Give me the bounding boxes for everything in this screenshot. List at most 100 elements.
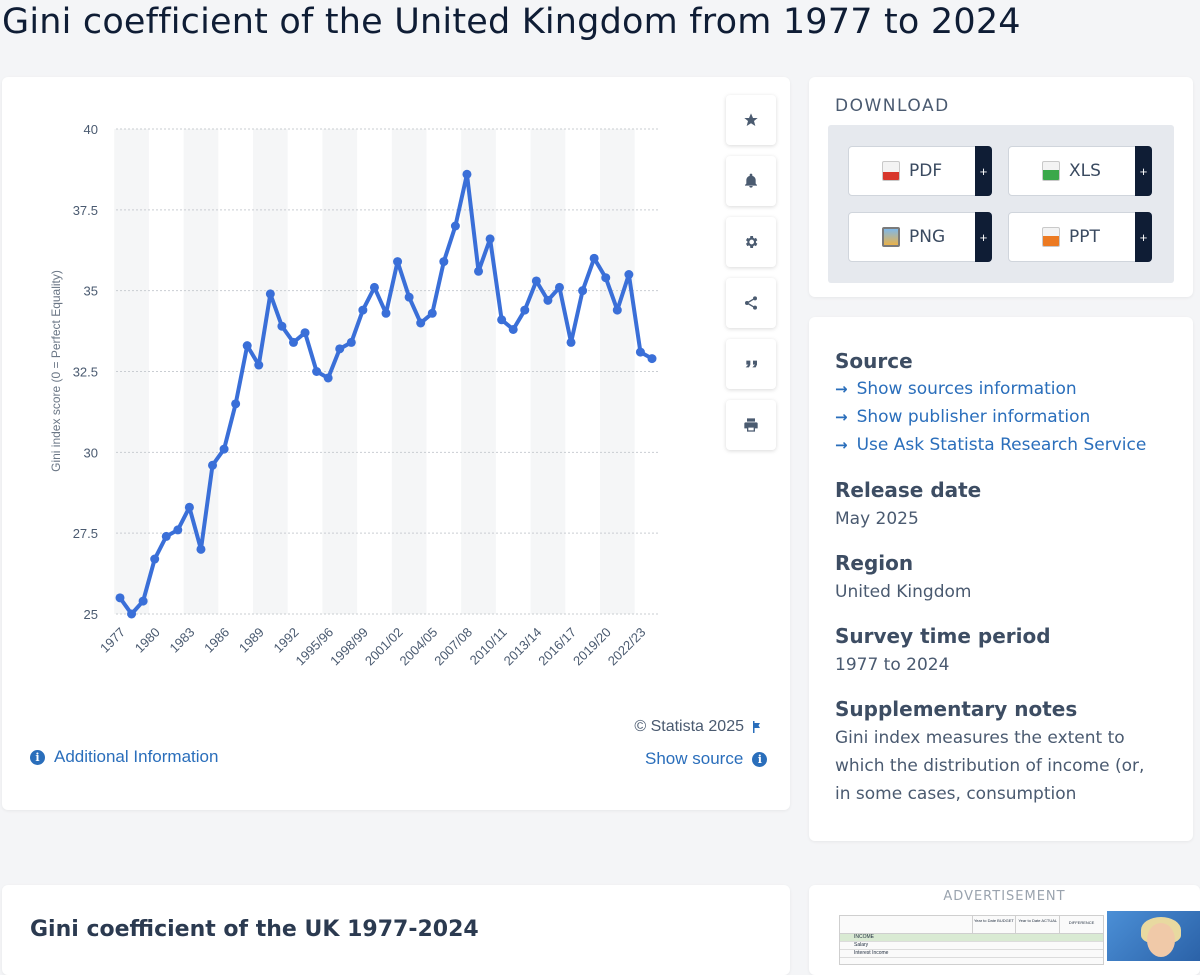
additional-information-label: Additional Information <box>54 747 219 766</box>
data-point <box>647 354 657 364</box>
data-point <box>439 257 449 267</box>
print-icon <box>744 418 758 432</box>
show-sources-link[interactable]: → Show sources information <box>835 379 1077 399</box>
data-point <box>612 305 622 315</box>
data-point <box>127 609 137 619</box>
ad-sheet-header: Year to Date ACTUAL <box>1015 916 1059 933</box>
x-tick-label: 1995/96 <box>292 625 336 669</box>
show-sources-label: Show sources information <box>856 379 1077 399</box>
release-date-value: May 2025 <box>835 509 919 529</box>
ppt-label: PPT <box>1069 227 1100 247</box>
data-point <box>312 367 322 376</box>
x-tick-label: 1977 <box>97 625 128 656</box>
ad-sheet-row: INCOME <box>840 934 1103 942</box>
y-tick-label: 30 <box>84 445 98 460</box>
share-button[interactable] <box>726 278 776 328</box>
png-label: PNG <box>909 227 946 247</box>
data-point <box>635 347 645 357</box>
download-xls-button[interactable]: XLS + <box>1008 146 1152 196</box>
info-icon: i <box>752 751 768 767</box>
cite-button[interactable] <box>726 339 776 389</box>
x-tick-label: 1980 <box>132 625 163 656</box>
settings-button[interactable] <box>726 217 776 267</box>
data-point <box>208 460 218 470</box>
download-options: PDF + XLS + PNG + PPT + <box>828 125 1174 283</box>
source-heading: Source <box>835 349 913 373</box>
statistic-description-card: Gini coefficient of the UK 1977-2024 <box>2 885 790 975</box>
x-tick-label: 1989 <box>236 625 267 656</box>
xls-plus[interactable]: + <box>1135 146 1152 196</box>
data-point <box>543 295 553 305</box>
additional-information-link[interactable]: i Additional Information <box>30 747 218 767</box>
show-publisher-label: Show publisher information <box>856 407 1091 427</box>
data-point <box>138 596 148 606</box>
data-point <box>566 337 576 347</box>
x-tick-label: 2016/17 <box>535 625 579 669</box>
data-point <box>508 324 518 334</box>
y-axis-label: Gini index score (0 = Perfect Equality) <box>49 270 63 472</box>
data-point <box>161 531 171 541</box>
x-tick-label: 2007/08 <box>431 625 475 669</box>
release-date-heading: Release date <box>835 478 982 502</box>
pdf-label: PDF <box>909 161 943 181</box>
data-point <box>242 341 252 351</box>
data-point <box>346 337 356 347</box>
data-point <box>115 593 125 603</box>
x-tick-label: 2019/20 <box>570 625 614 669</box>
ad-photo-face <box>1147 923 1175 957</box>
data-point <box>624 270 634 279</box>
print-button[interactable] <box>726 400 776 450</box>
flag-icon[interactable] <box>752 721 762 733</box>
download-ppt-button[interactable]: PPT + <box>1008 212 1152 262</box>
x-tick-label: 2004/05 <box>397 625 441 669</box>
x-tick-label: 2022/23 <box>605 625 649 669</box>
y-tick-label: 32.5 <box>73 365 98 380</box>
chart-band <box>322 129 358 614</box>
ad-sheet-cell: INCOME <box>854 934 874 940</box>
supplementary-notes-heading: Supplementary notes <box>835 697 1078 721</box>
ad-sheet-header: Year to Date BUDGET <box>971 916 1016 933</box>
ppt-plus[interactable]: + <box>1135 212 1152 262</box>
download-title: DOWNLOAD <box>835 96 950 116</box>
star-icon <box>744 113 758 126</box>
show-publisher-link[interactable]: → Show publisher information <box>835 407 1090 427</box>
data-point <box>404 292 414 302</box>
source-panel: Source → Show sources information → Show… <box>809 317 1193 841</box>
survey-period-value: 1977 to 2024 <box>835 655 950 675</box>
download-png-button[interactable]: PNG + <box>848 212 992 262</box>
statistic-title: Gini coefficient of the UK 1977-2024 <box>30 917 479 942</box>
download-panel: DOWNLOAD PDF + XLS + PNG + PPT + <box>809 77 1193 297</box>
gear-icon <box>746 236 758 248</box>
favorite-button[interactable] <box>726 95 776 145</box>
data-point <box>485 234 495 244</box>
data-point <box>520 305 530 315</box>
data-point <box>393 257 403 267</box>
pdf-file-icon <box>882 161 900 181</box>
data-point <box>427 308 437 318</box>
download-pdf-button[interactable]: PDF + <box>848 146 992 196</box>
ask-statista-link[interactable]: → Use Ask Statista Research Service <box>835 435 1146 455</box>
survey-period-heading: Survey time period <box>835 624 1051 648</box>
x-tick-label: 1992 <box>271 625 302 656</box>
ad-sheet-cell: Salary <box>854 942 869 948</box>
png-plus[interactable]: + <box>975 212 992 262</box>
png-file-icon <box>882 227 900 247</box>
ad-photo <box>1107 911 1200 961</box>
alert-button[interactable] <box>726 156 776 206</box>
region-value: United Kingdom <box>835 582 972 602</box>
data-point <box>150 554 160 564</box>
show-source-link[interactable]: Show source i <box>645 749 768 769</box>
advertisement[interactable]: ADVERTISEMENT Year to Date BUDGET Year t… <box>809 885 1200 975</box>
data-point <box>450 221 460 231</box>
ad-sheet-header: DIFFERENCE <box>1059 916 1103 933</box>
chart-band <box>253 129 288 614</box>
x-tick-label: 2001/02 <box>362 625 406 669</box>
supplementary-notes-value: Gini index measures the extent to which … <box>835 728 1145 804</box>
x-tick-label: 2013/14 <box>501 625 545 669</box>
pdf-plus[interactable]: + <box>975 146 992 196</box>
data-point <box>219 444 229 454</box>
y-tick-label: 27.5 <box>73 526 98 541</box>
ask-statista-label: Use Ask Statista Research Service <box>856 435 1147 455</box>
data-point <box>288 337 298 347</box>
data-point <box>601 273 611 283</box>
